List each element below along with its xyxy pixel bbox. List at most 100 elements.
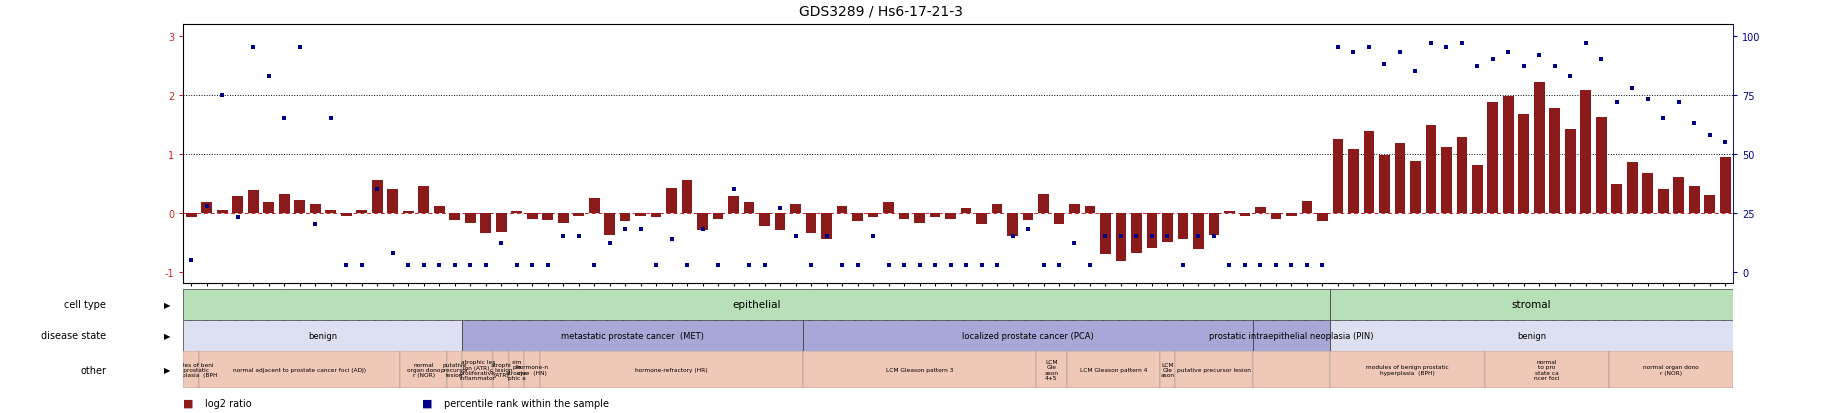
Bar xyxy=(433,206,444,213)
Text: hormone-refractory (HR): hormone-refractory (HR) xyxy=(635,367,708,372)
Bar xyxy=(1194,213,1203,249)
Bar xyxy=(1689,187,1700,213)
Bar xyxy=(1394,144,1405,213)
Bar xyxy=(1254,207,1265,213)
Bar xyxy=(1720,157,1731,213)
Bar xyxy=(1053,213,1064,225)
Bar xyxy=(1643,173,1652,213)
Bar xyxy=(418,187,429,213)
Bar xyxy=(759,213,770,226)
Bar xyxy=(341,213,352,216)
Bar xyxy=(233,197,244,213)
Text: epithelial: epithelial xyxy=(732,299,781,310)
Bar xyxy=(387,190,398,213)
Bar xyxy=(1271,213,1282,219)
Bar xyxy=(248,191,259,213)
Text: putative
precursor
lesion: putative precursor lesion xyxy=(440,362,470,377)
Bar xyxy=(508,351,525,388)
Bar xyxy=(713,213,723,219)
Bar xyxy=(464,213,475,224)
Text: disease state: disease state xyxy=(40,330,106,341)
Bar xyxy=(198,351,400,388)
Text: hormone-n
aive  (HN): hormone-n aive (HN) xyxy=(515,364,548,375)
Bar xyxy=(447,351,462,388)
Text: localized prostate cancer (PCA): localized prostate cancer (PCA) xyxy=(963,331,1093,340)
Text: stromal: stromal xyxy=(1511,299,1552,310)
Bar xyxy=(558,213,569,224)
Bar xyxy=(279,194,290,213)
Bar xyxy=(400,351,447,388)
Bar xyxy=(202,202,213,213)
Bar xyxy=(1487,102,1498,213)
Text: LCM
Gle
ason: LCM Gle ason xyxy=(1161,362,1174,377)
Bar xyxy=(945,213,956,219)
Bar xyxy=(1363,132,1374,213)
Bar xyxy=(1627,163,1638,213)
Bar xyxy=(1608,351,1733,388)
Bar xyxy=(1132,213,1143,253)
Bar xyxy=(774,213,785,231)
Text: normal adjacent to prostate cancer foci (ADJ): normal adjacent to prostate cancer foci … xyxy=(233,367,367,372)
Bar xyxy=(1533,83,1544,213)
Bar xyxy=(1658,190,1669,213)
Text: atrophi
c lesion
(ATR): atrophi c lesion (ATR) xyxy=(490,362,512,377)
Bar xyxy=(1410,161,1421,213)
Bar xyxy=(884,202,893,213)
Text: modules of benign prostatic
hyperplasia  (BPH): modules of benign prostatic hyperplasia … xyxy=(1366,364,1449,375)
Bar xyxy=(264,202,273,213)
Bar xyxy=(1704,195,1715,213)
Bar xyxy=(682,181,693,213)
Bar xyxy=(1519,114,1530,213)
Bar xyxy=(1209,213,1220,235)
Bar xyxy=(216,210,227,213)
Bar xyxy=(356,210,367,213)
Text: normal
to pro
state ca
ncer foci: normal to pro state ca ncer foci xyxy=(1535,359,1561,380)
Bar xyxy=(526,213,537,219)
Text: nodules of beni
gn prostatic
hyperplasia  (BPH: nodules of beni gn prostatic hyperplasia… xyxy=(165,362,218,377)
Bar xyxy=(728,197,739,213)
Bar xyxy=(853,213,864,222)
Bar xyxy=(574,213,583,216)
Bar xyxy=(1302,201,1313,213)
Bar xyxy=(1330,289,1733,320)
Bar xyxy=(1379,155,1390,213)
Bar xyxy=(493,351,508,388)
Bar xyxy=(1673,178,1684,213)
Bar xyxy=(293,200,304,213)
Bar xyxy=(495,213,506,232)
Text: ▶: ▶ xyxy=(163,300,171,309)
Bar xyxy=(1223,212,1234,213)
Bar xyxy=(1486,351,1608,388)
Bar xyxy=(462,351,493,388)
Bar xyxy=(403,211,413,213)
Bar xyxy=(1317,213,1328,222)
Bar xyxy=(961,209,972,213)
Bar xyxy=(183,351,198,388)
Bar xyxy=(976,213,987,225)
Bar xyxy=(1023,213,1033,220)
Bar xyxy=(185,213,196,218)
Text: LCM Gleason pattern 3: LCM Gleason pattern 3 xyxy=(886,367,954,372)
Bar xyxy=(462,320,803,351)
Bar xyxy=(481,213,492,234)
Bar xyxy=(310,204,321,213)
Text: sim
ple
atrocys
phic a: sim ple atrocys phic a xyxy=(506,359,528,380)
Text: ■: ■ xyxy=(422,398,433,408)
Bar xyxy=(1038,194,1049,213)
Bar xyxy=(913,213,924,224)
Text: ▶: ▶ xyxy=(163,365,171,374)
Text: LCM Gleason pattern 4: LCM Gleason pattern 4 xyxy=(1080,367,1146,372)
Bar xyxy=(183,320,462,351)
Bar xyxy=(805,213,816,234)
Text: prostatic intraepithelial neoplasia (PIN): prostatic intraepithelial neoplasia (PIN… xyxy=(1209,331,1374,340)
Bar xyxy=(1069,204,1080,213)
Bar xyxy=(589,198,600,213)
Bar xyxy=(992,204,1003,213)
Bar xyxy=(603,213,614,235)
Bar xyxy=(1581,91,1592,213)
Bar xyxy=(1612,185,1623,213)
Bar xyxy=(1177,213,1188,240)
Bar xyxy=(183,289,1330,320)
Bar xyxy=(620,213,631,222)
Bar xyxy=(1115,213,1126,261)
